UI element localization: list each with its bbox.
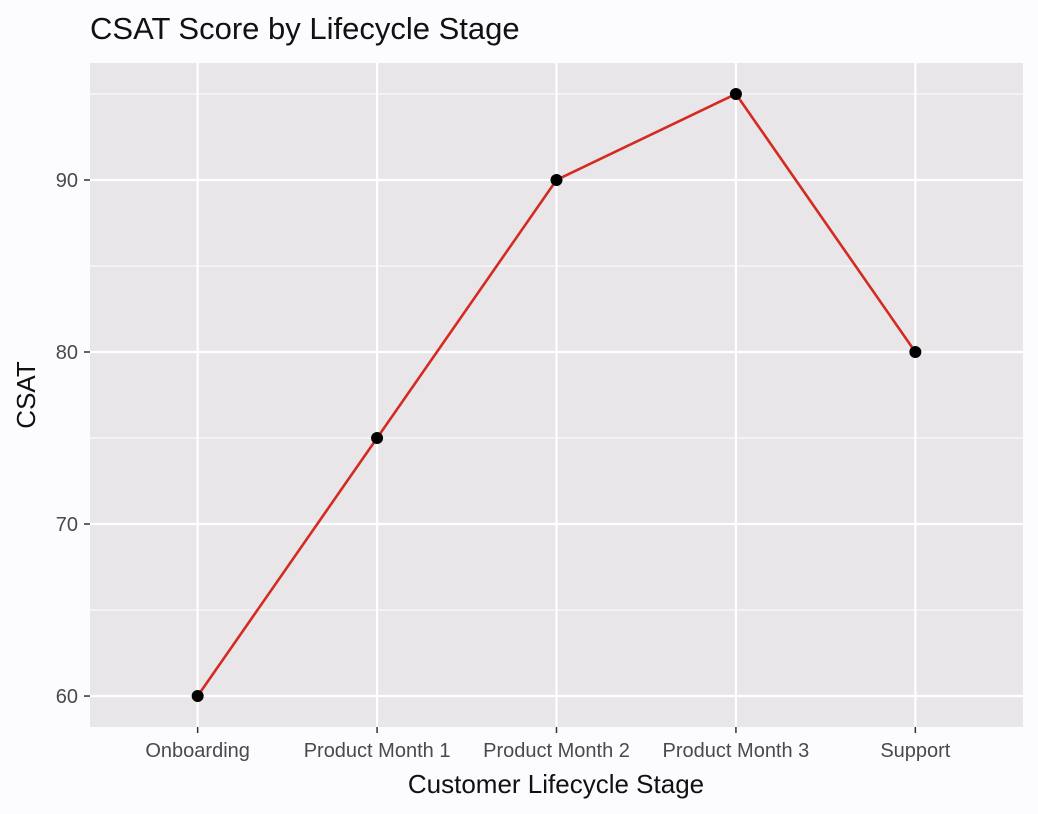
x-tick-label: Support <box>880 740 950 762</box>
data-point <box>729 87 742 100</box>
y-axis-title: CSAT <box>11 361 41 429</box>
x-tick-label: Product Month 1 <box>304 740 451 762</box>
x-axis-title: Customer Lifecycle Stage <box>408 769 704 799</box>
y-tick-label: 80 <box>56 342 78 364</box>
y-axis: 60 70 80 90 <box>56 170 90 708</box>
chart-title: CSAT Score by Lifecycle Stage <box>90 11 520 46</box>
major-gridlines <box>90 63 1023 727</box>
x-axis: Onboarding Product Month 1 Product Month 2… <box>145 727 951 762</box>
data-point <box>909 345 922 358</box>
x-tick-label: Product Month 2 <box>483 740 630 762</box>
x-tick-label: Product Month 3 <box>663 740 810 762</box>
x-tick-label: Onboarding <box>145 740 250 762</box>
data-points <box>191 87 922 703</box>
y-tick-label: 60 <box>56 686 78 708</box>
data-point <box>371 432 384 445</box>
data-point <box>550 173 563 186</box>
data-point <box>191 690 204 703</box>
y-tick-label: 90 <box>56 170 78 192</box>
y-tick-label: 70 <box>56 514 78 536</box>
